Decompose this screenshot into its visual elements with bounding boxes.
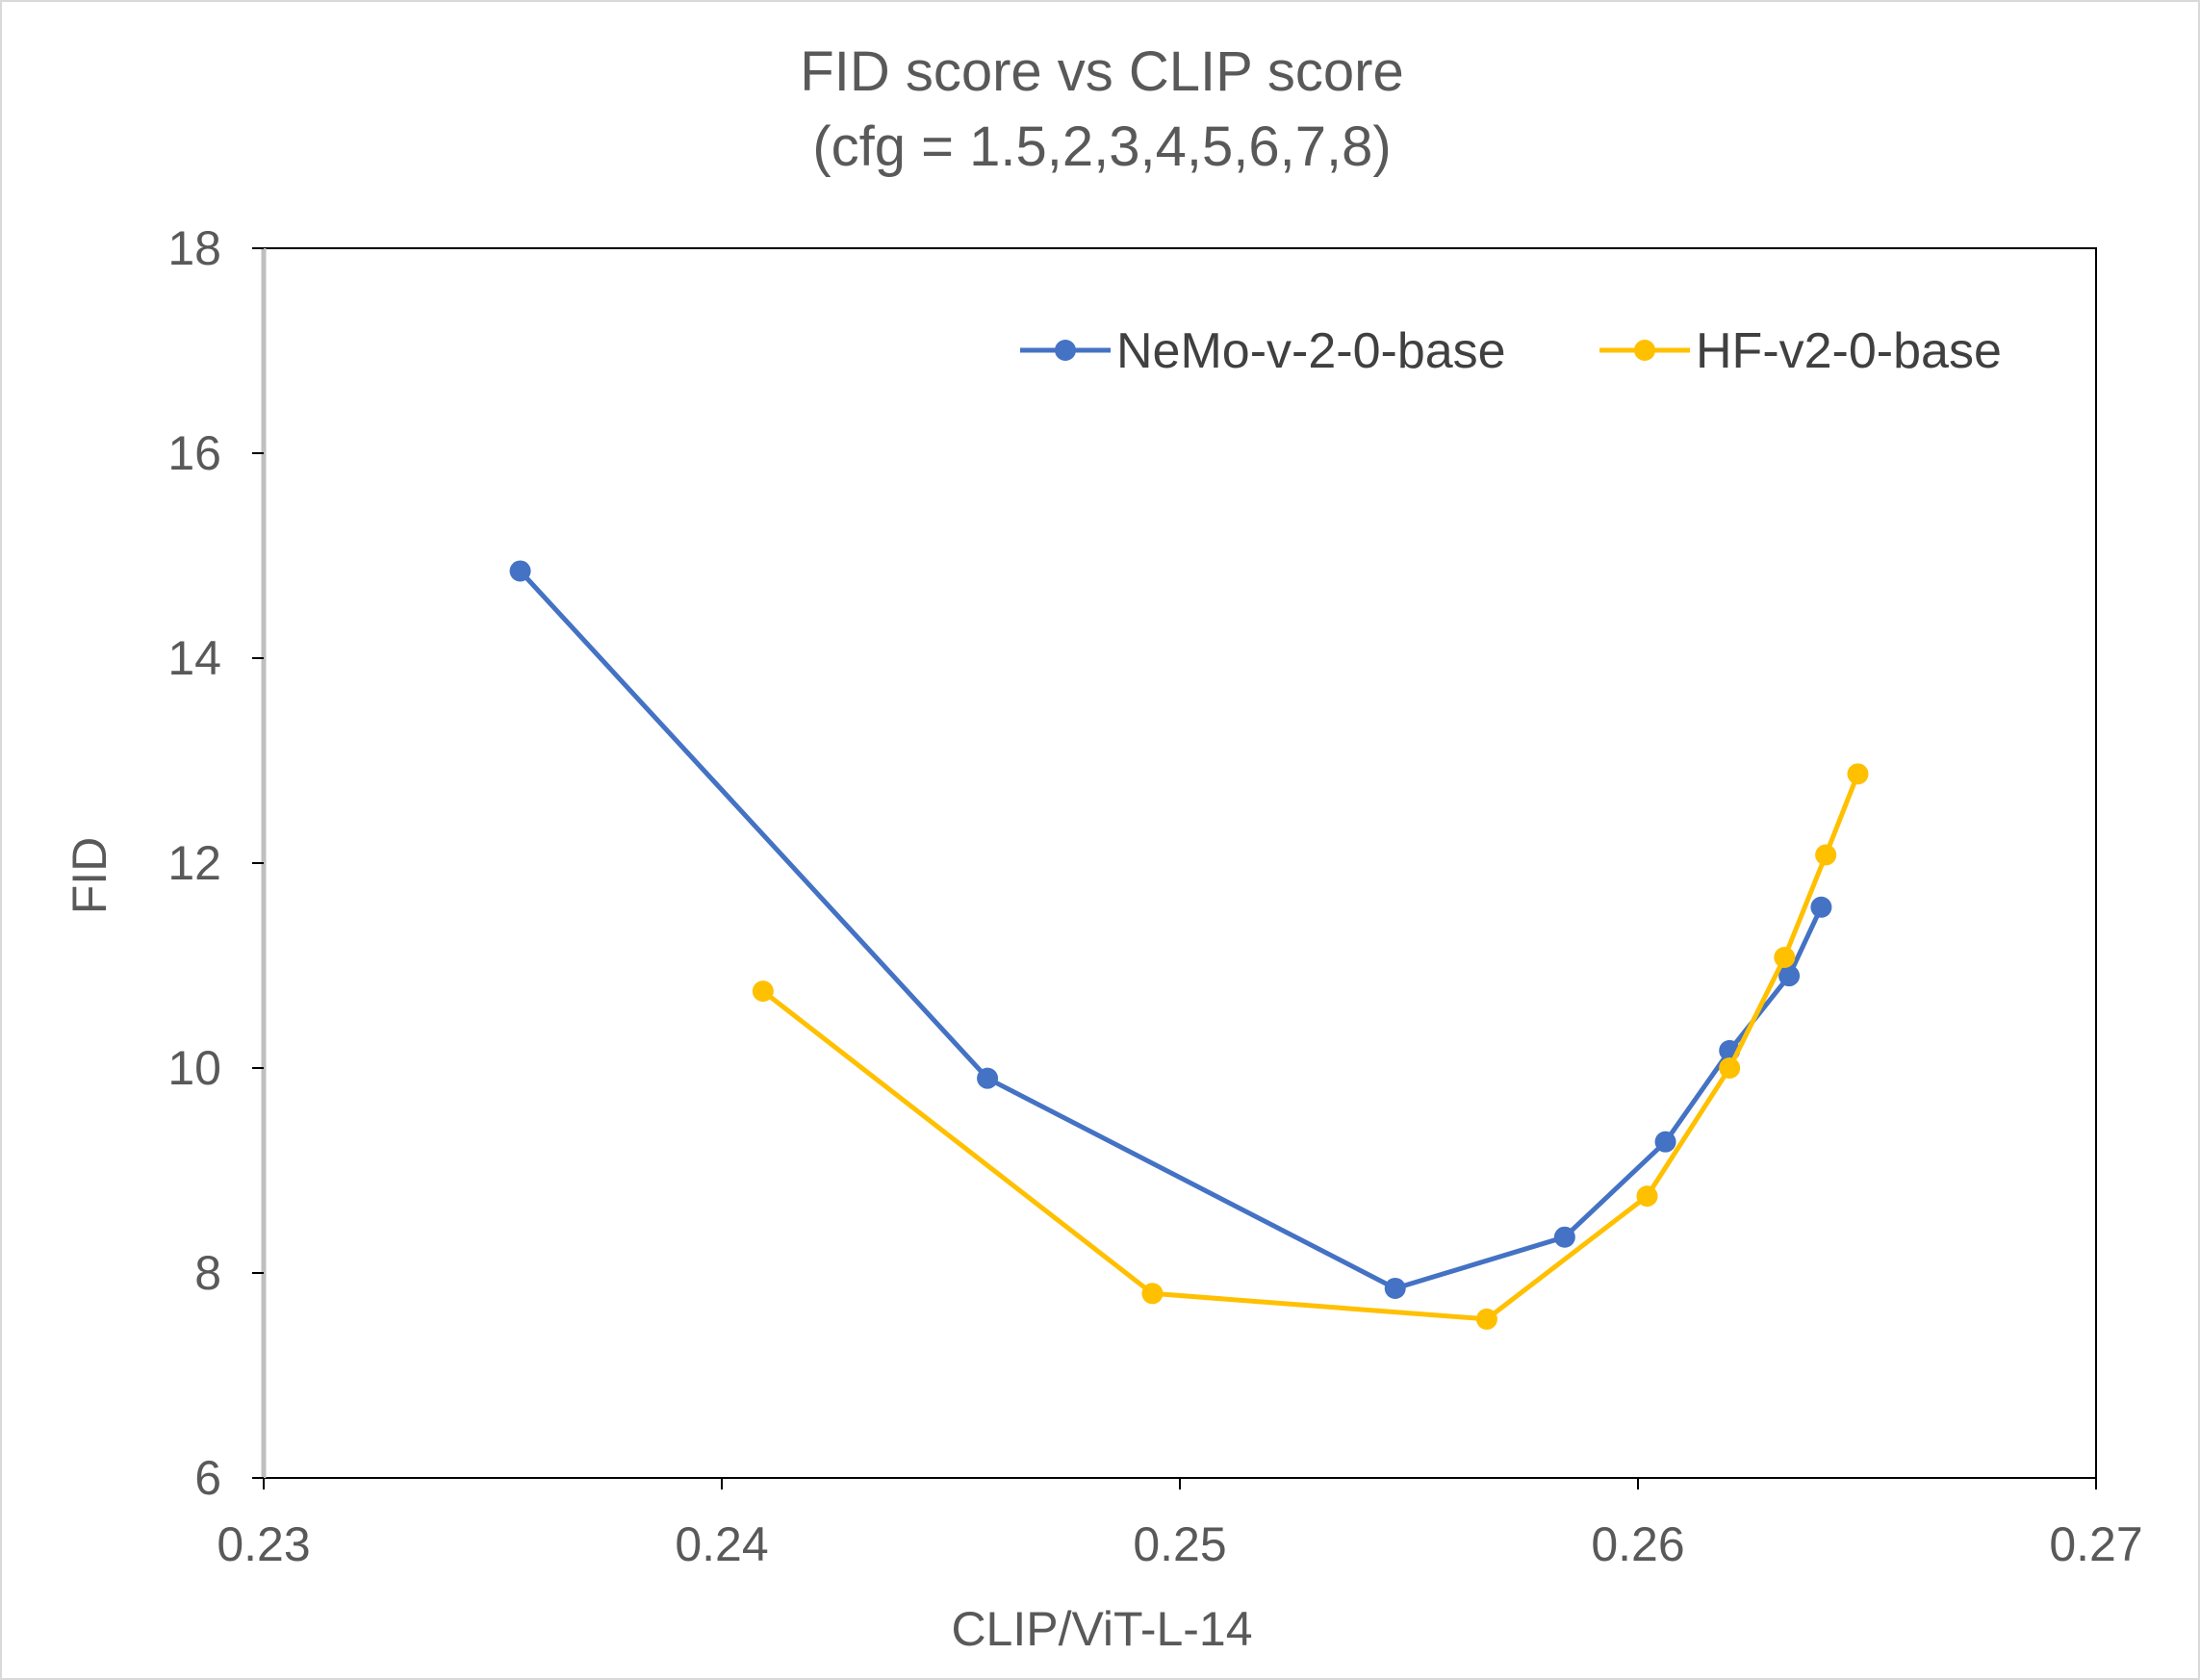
series-0: [509, 560, 1832, 1299]
series-line: [518, 569, 1824, 1291]
x-axis-title: CLIP/ViT-L-14: [951, 1602, 1252, 1656]
y-tick-label: 8: [194, 1246, 221, 1300]
y-tick-label: 12: [167, 836, 221, 890]
data-point: [1141, 1283, 1164, 1305]
chart-title: FID score vs CLIP score: [800, 40, 1403, 103]
series-1: [752, 763, 1869, 1330]
series-layer: [509, 560, 1869, 1330]
legend-item: NeMo-v-2-0-base: [1020, 323, 1506, 379]
y-axis-title: FID: [63, 837, 116, 915]
data-point: [977, 1067, 999, 1089]
data-point: [1384, 1277, 1406, 1299]
chart-subtitle: (cfg = 1.5,2,3,4,5,6,7,8): [812, 115, 1391, 178]
legend-label: HF-v2-0-base: [1696, 323, 2002, 379]
data-point: [752, 980, 774, 1003]
data-point: [509, 560, 531, 582]
x-tick-label: 0.24: [675, 1517, 768, 1571]
legend-marker: [1055, 340, 1076, 361]
data-point: [1553, 1226, 1575, 1248]
data-point: [1847, 763, 1869, 785]
data-point: [1778, 965, 1801, 987]
y-tick-label: 18: [167, 221, 221, 275]
data-point: [1636, 1185, 1658, 1208]
legend-marker: [1634, 340, 1655, 361]
data-point: [1719, 1057, 1741, 1079]
y-axis: 6 8 10 12 14 16 18: [167, 221, 264, 1505]
y-tick-label: 6: [194, 1451, 221, 1505]
y-tick-label: 14: [167, 631, 221, 685]
data-point: [1815, 844, 1837, 866]
data-point: [1810, 896, 1832, 918]
legend: NeMo-v-2-0-base HF-v2-0-base: [1020, 323, 2002, 379]
data-point: [1654, 1131, 1676, 1153]
y-tick-label: 16: [167, 426, 221, 480]
x-tick-label: 0.27: [2049, 1517, 2142, 1571]
legend-item: HF-v2-0-base: [1599, 323, 2002, 379]
y-tick-label: 10: [167, 1041, 221, 1095]
x-tick-label: 0.25: [1133, 1517, 1226, 1571]
data-point: [1774, 946, 1796, 968]
x-axis: 0.23 0.24 0.25 0.26 0.27: [217, 1478, 2143, 1571]
legend-label: NeMo-v-2-0-base: [1116, 323, 1506, 379]
x-tick-label: 0.23: [217, 1517, 310, 1571]
x-tick-label: 0.26: [1591, 1517, 1684, 1571]
series-line: [761, 773, 1860, 1322]
data-point: [1475, 1308, 1497, 1330]
